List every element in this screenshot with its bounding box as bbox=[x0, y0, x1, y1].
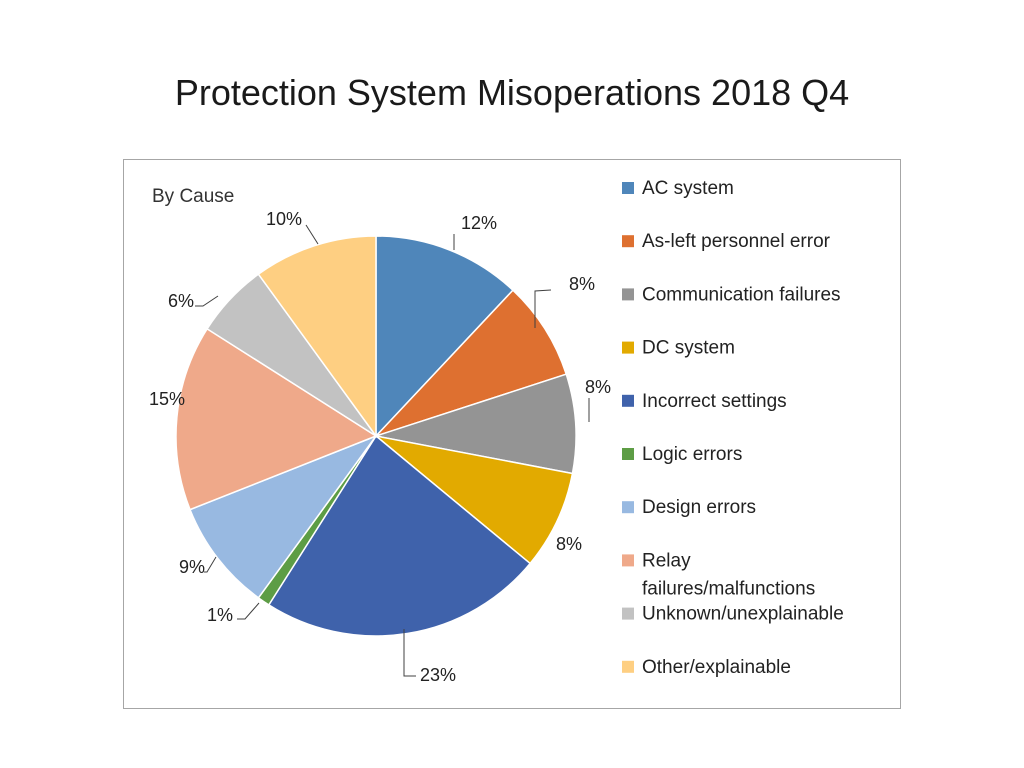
pie-chart: By Cause 12% 8% 8% 8% 23% 1% 9% 15% 6% 10% AC syste… bbox=[149, 178, 844, 685]
legend-label-line: failures/malfunctions bbox=[642, 578, 815, 599]
legend-label-line: Communication failures bbox=[642, 284, 841, 305]
pie-slice-design-errors bbox=[189, 434, 379, 599]
chart-subtitle: By Cause bbox=[152, 186, 234, 207]
leader-line-other-explainable bbox=[305, 224, 319, 245]
legend-label-line: AC system bbox=[642, 178, 734, 199]
legend-label-logic-errors: Logic errors bbox=[642, 444, 742, 465]
legend-swatch-relay-failures-malfunctions bbox=[622, 554, 634, 567]
pie-slice-incorrect-settings bbox=[267, 434, 532, 637]
legend-swatch-logic-errors bbox=[622, 448, 634, 460]
leader-line-unknown-unexplainable bbox=[195, 295, 219, 307]
leader-line-design-errors bbox=[204, 556, 217, 573]
pie-slice-dc-system bbox=[375, 435, 574, 565]
leader-line-incorrect-settings bbox=[403, 629, 416, 677]
legend-swatch-unknown-unexplainable bbox=[622, 607, 634, 620]
legend-label-line: DC system bbox=[642, 338, 735, 359]
legend-label-line: Logic errors bbox=[642, 444, 742, 465]
legend-swatch-as-left-personnel-error bbox=[622, 235, 634, 248]
pie-slice-as-left-personnel-error bbox=[375, 289, 568, 437]
pie-slice-ac-system bbox=[375, 235, 514, 438]
data-label-incorrect-settings: 23% bbox=[420, 665, 456, 685]
leader-line-as-left-personnel-error bbox=[534, 289, 552, 328]
pie-slice-relay-failures-malfunctions bbox=[175, 327, 378, 511]
data-label-ac-system: 12% bbox=[461, 213, 497, 233]
data-label-communication-failures: 8% bbox=[585, 377, 611, 397]
legend-label-line: Other/explainable bbox=[642, 657, 791, 678]
pie-slice-communication-failures bbox=[375, 373, 577, 475]
data-label-other-explainable: 10% bbox=[266, 209, 302, 229]
chart-frame: By Cause 12% 8% 8% 8% 23% 1% 9% 15% 6% 10% AC syste… bbox=[123, 159, 901, 709]
legend-label-relay-failures-malfunctions: Relay failures/malfunctions bbox=[642, 550, 815, 599]
legend-label-unknown-unexplainable: Unknown/unexplainable bbox=[642, 604, 844, 625]
legend-swatch-ac-system bbox=[622, 182, 634, 194]
legend-label-incorrect-settings: Incorrect settings bbox=[642, 391, 787, 412]
legend-swatch-other-explainable bbox=[622, 660, 634, 673]
data-label-as-left-personnel-error: 8% bbox=[569, 274, 595, 294]
legend-label-dc-system: DC system bbox=[642, 338, 735, 359]
data-label-unknown-unexplainable: 6% bbox=[168, 291, 194, 311]
legend-swatch-dc-system bbox=[622, 341, 634, 354]
pie-slice-other-explainable bbox=[257, 235, 377, 439]
legend-swatch-design-errors bbox=[622, 501, 634, 514]
legend-label-communication-failures: Communication failures bbox=[642, 284, 841, 305]
legend-label-line: As-left personnel error bbox=[642, 231, 831, 252]
legend-label-line: Relay bbox=[642, 550, 691, 571]
data-label-design-errors: 9% bbox=[179, 557, 205, 577]
legend-label-other-explainable: Other/explainable bbox=[642, 657, 791, 678]
legend-label-as-left-personnel-error: As-left personnel error bbox=[642, 231, 831, 252]
legend-label-ac-system: AC system bbox=[642, 178, 734, 199]
legend-label-design-errors: Design errors bbox=[642, 497, 756, 518]
data-label-dc-system: 8% bbox=[556, 534, 582, 554]
data-label-relay-failures-malfunctions: 15% bbox=[149, 389, 185, 409]
leader-line-logic-errors bbox=[237, 602, 260, 620]
data-label-logic-errors: 1% bbox=[207, 605, 233, 625]
legend-label-line: Unknown/unexplainable bbox=[642, 604, 844, 625]
legend-swatch-communication-failures bbox=[622, 288, 634, 301]
legend-label-line: Design errors bbox=[642, 497, 756, 518]
legend-label-line: Incorrect settings bbox=[642, 391, 787, 412]
slide-title: Protection System Misoperations 2018 Q4 bbox=[174, 72, 850, 113]
legend-swatch-incorrect-settings bbox=[622, 394, 634, 407]
